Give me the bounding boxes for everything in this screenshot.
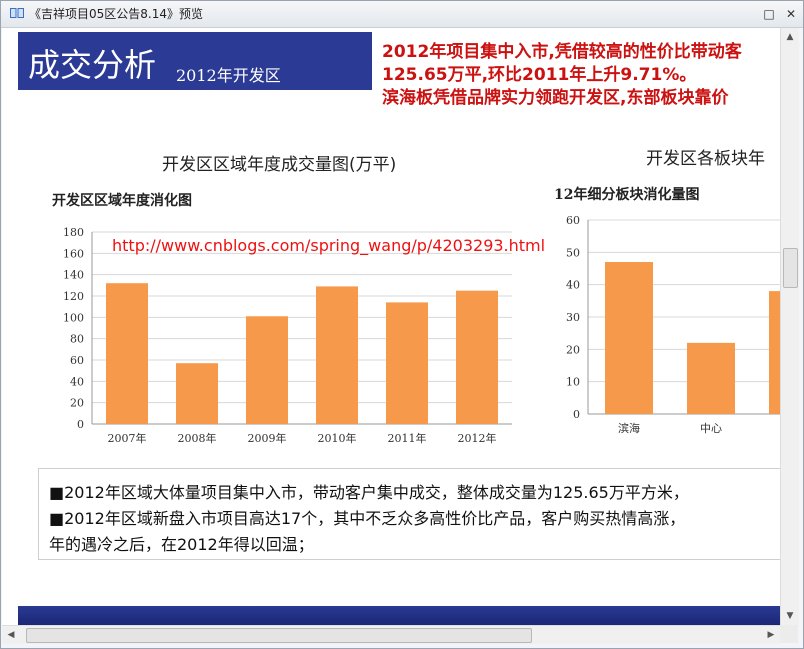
preview-viewport: 成交分析 2012年开发区 2012年项目集中入市,凭借较高的性价比带动客 12… — [2, 28, 780, 625]
y-tick-label: 120 — [63, 290, 84, 303]
bar — [456, 290, 498, 424]
bar — [246, 316, 288, 424]
close-button[interactable]: ✕ — [785, 7, 797, 21]
scroll-left-arrow-icon[interactable]: ◀ — [7, 630, 15, 640]
body-line: 年的遇冷之后，在2012年得以回温； — [49, 535, 314, 554]
bar — [316, 286, 358, 424]
vertical-scroll-thumb[interactable] — [783, 248, 798, 288]
x-tick-label: 2012年 — [458, 431, 497, 445]
bar — [769, 291, 780, 414]
vertical-scrollbar[interactable]: ▲ ▼ — [780, 28, 799, 625]
y-tick-label: 40 — [566, 279, 580, 292]
maximize-button[interactable]: □ — [763, 7, 775, 21]
y-tick-label: 100 — [63, 311, 84, 324]
watermark-url: http://www.cnblogs.com/spring_wang/p/420… — [112, 236, 546, 255]
x-tick-label: 2008年 — [178, 431, 217, 445]
bar — [605, 262, 653, 414]
scrollbar-corner — [780, 625, 798, 643]
y-tick-label: 140 — [63, 269, 84, 282]
summary-line: 125.65万平,环比2011年上升9.71%。 — [382, 65, 697, 85]
book-icon — [10, 8, 24, 18]
x-tick-label: 2007年 — [108, 431, 147, 445]
y-tick-label: 20 — [566, 343, 580, 356]
bar — [106, 283, 148, 424]
scroll-down-arrow-icon[interactable]: ▼ — [786, 611, 794, 621]
y-tick-label: 160 — [63, 247, 84, 260]
y-tick-label: 0 — [77, 418, 84, 431]
bar — [386, 302, 428, 424]
y-tick-label: 80 — [70, 333, 84, 346]
slide-footer-band — [18, 606, 780, 625]
y-tick-label: 10 — [566, 376, 580, 389]
summary-line: 2012年项目集中入市,凭借较高的性价比带动客 — [382, 42, 742, 62]
slide-subtitle: 2012年开发区 — [176, 66, 281, 85]
body-line: ■2012年区域新盘入市项目高达17个，其中不乏众多高性价比产品，客户购买热情高… — [49, 509, 686, 528]
chart-caption-annual: 开发区区域年度成交量图(万平) — [162, 155, 397, 175]
y-tick-label: 40 — [70, 375, 84, 388]
horizontal-scroll-thumb[interactable] — [26, 628, 532, 643]
bar — [687, 342, 735, 414]
summary-line: 滨海板凭借品牌实力领跑开发区,东部板块靠价 — [382, 88, 729, 108]
sector-bar-chart: 0 10 20 30 40 50 60 滨海 中心 — [566, 214, 780, 435]
bar — [176, 363, 218, 424]
x-tick-label: 2010年 — [318, 431, 357, 445]
y-tick-label: 0 — [573, 408, 580, 421]
slide-title: 成交分析 — [28, 46, 157, 84]
window-title: 《吉祥项目05区公告8.14》预览 — [29, 7, 203, 21]
scroll-right-arrow-icon[interactable]: ▶ — [767, 630, 775, 640]
y-tick-label: 50 — [566, 246, 580, 259]
slide: 成交分析 2012年开发区 2012年项目集中入市,凭借较高的性价比带动客 12… — [18, 32, 780, 625]
horizontal-scrollbar[interactable]: ◀ ▶ — [2, 625, 780, 644]
y-tick-label: 30 — [566, 311, 580, 324]
scroll-up-arrow-icon[interactable]: ▲ — [786, 32, 794, 42]
x-tick-label: 滨海 — [618, 421, 640, 435]
chart-title-annual: 开发区区域年度消化图 — [52, 193, 192, 209]
slide-header: 成交分析 2012年开发区 — [18, 32, 372, 90]
chart-caption-sector: 开发区各板块年 — [646, 149, 765, 169]
y-tick-label: 60 — [70, 354, 84, 367]
x-tick-label: 中心 — [700, 422, 722, 435]
y-tick-label: 180 — [63, 226, 84, 239]
chart-title-sector: 12年细分板块消化量图 — [554, 187, 700, 203]
x-tick-label: 2009年 — [248, 431, 287, 445]
title-bar: 《吉祥项目05区公告8.14》预览 □ ✕ — [1, 1, 803, 28]
x-tick-label: 2011年 — [388, 431, 427, 445]
y-tick-label: 60 — [566, 214, 580, 227]
body-line: ■2012年区域大体量项目集中入市，带动客户集中成交，整体成交量为125.65万… — [49, 483, 689, 502]
y-tick-label: 20 — [70, 397, 84, 410]
annual-bar-chart: 0 20 40 60 80 100 120 140 160 180 2007年 2008年 2009年 2… — [63, 226, 512, 445]
body-textbox: ■2012年区域大体量项目集中入市，带动客户集中成交，整体成交量为125.65万… — [38, 468, 780, 560]
